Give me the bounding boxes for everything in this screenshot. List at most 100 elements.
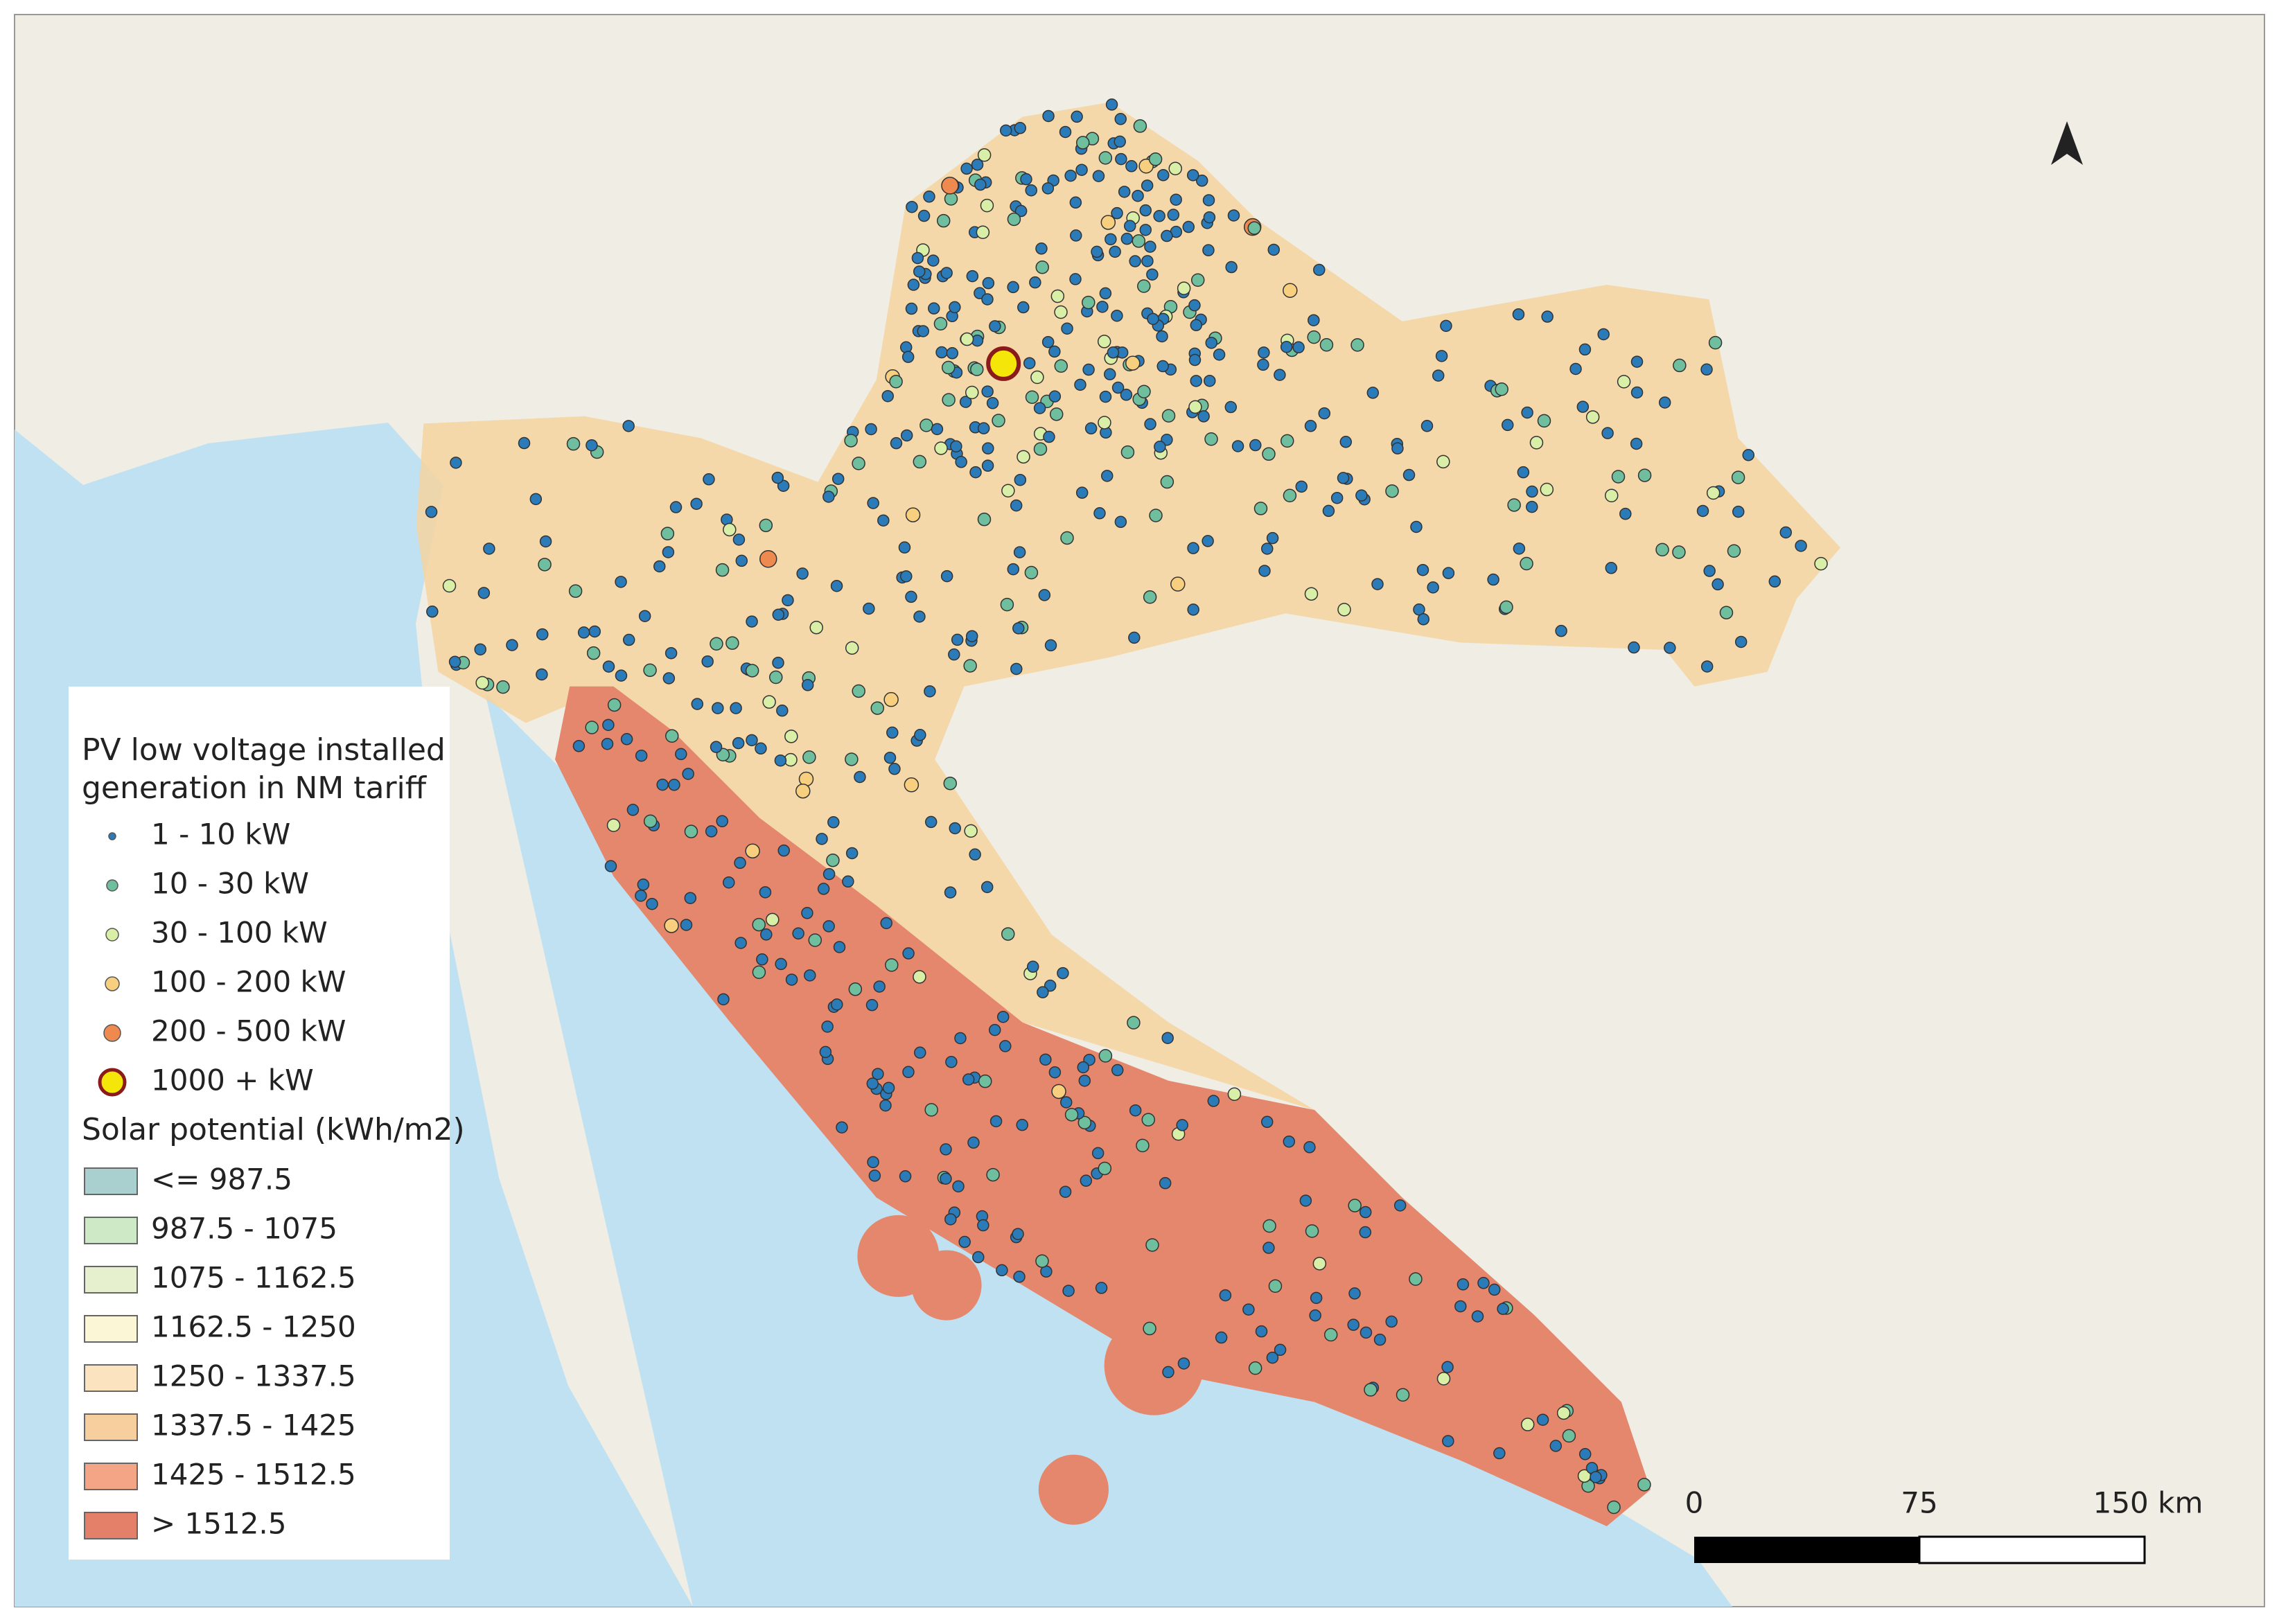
pv-point: [1137, 385, 1151, 399]
pv-point: [1093, 507, 1106, 520]
pv-point: [959, 396, 972, 408]
pv-point: [913, 970, 926, 984]
pv-point: [1247, 221, 1261, 235]
pv-point: [668, 779, 680, 791]
legend-label: <= 987.5: [151, 1163, 292, 1197]
pv-point: [981, 459, 994, 472]
pv-point: [1149, 509, 1163, 522]
pv-point: [1125, 160, 1138, 173]
pv-point: [880, 917, 892, 930]
pv-point: [1202, 194, 1215, 206]
pv-point: [1471, 1310, 1484, 1323]
legend-swatch: [84, 1364, 138, 1392]
pv-point: [1082, 363, 1095, 376]
pv-point: [1080, 1174, 1093, 1187]
pv-point: [863, 602, 875, 615]
pv-point: [972, 1251, 985, 1264]
pv-point: [1161, 229, 1173, 242]
pv-point: [949, 822, 961, 835]
pv-point: [1274, 369, 1286, 381]
pv-point: [1330, 491, 1344, 504]
pv-point: [854, 770, 866, 784]
pv-point: [1814, 556, 1828, 571]
pv-point: [1261, 542, 1274, 555]
legend-label: 1425 - 1512.5: [151, 1458, 356, 1492]
pv-point: [1520, 556, 1533, 571]
pv-point: [923, 191, 935, 203]
pv-point: [1111, 206, 1123, 220]
pv-point: [1225, 261, 1238, 274]
pv-point: [1477, 1277, 1490, 1289]
pv-point: [976, 225, 990, 239]
pv-point: [1630, 386, 1644, 399]
pv-point: [1074, 378, 1086, 391]
pv-point: [833, 941, 846, 953]
pv-point: [1207, 1095, 1220, 1107]
pv-point: [1436, 1372, 1451, 1386]
pv-point: [746, 615, 758, 628]
pv-point: [1033, 442, 1048, 456]
pv-point: [1219, 1289, 1232, 1302]
pv-point: [568, 584, 583, 598]
pv-point: [474, 643, 486, 656]
pv-point: [1137, 279, 1151, 293]
pv-point: [1734, 635, 1748, 648]
pv-point: [1091, 1147, 1105, 1160]
pv-point: [716, 815, 728, 828]
pv-point: [907, 279, 920, 291]
pv-point: [1114, 515, 1127, 529]
pv-point: [717, 993, 730, 1006]
pv-point: [1280, 434, 1294, 448]
pv-point: [886, 726, 899, 739]
pv-point: [586, 439, 598, 452]
pv-point: [762, 695, 776, 709]
pv-point: [1109, 245, 1121, 258]
pv-point: [529, 493, 543, 506]
pv-point: [1127, 1016, 1141, 1030]
pv-point: [725, 636, 739, 650]
pv-point: [866, 1077, 879, 1090]
pv-point: [539, 535, 552, 548]
pv-point: [660, 527, 675, 540]
pv-point: [1167, 209, 1180, 221]
pv-point: [936, 213, 951, 228]
pv-point: [989, 1115, 1003, 1128]
pv-point: [615, 576, 627, 588]
legend-title: Solar potential (kWh/m2): [82, 1112, 465, 1147]
pv-point: [1147, 312, 1159, 326]
pv-point: [1186, 169, 1199, 182]
pv-point: [745, 664, 759, 678]
pv-point: [1323, 1327, 1338, 1342]
pv-point: [1138, 158, 1154, 174]
pv-point: [898, 541, 911, 554]
pv-point: [1355, 489, 1368, 502]
pv-point: [1299, 1194, 1312, 1207]
pv-point: [1001, 484, 1015, 497]
pv-point: [1393, 1199, 1407, 1212]
pv-point: [1529, 436, 1544, 450]
pv-point: [1139, 204, 1152, 217]
pv-point: [1157, 169, 1170, 182]
pv-point: [796, 567, 809, 580]
pv-point: [759, 550, 777, 568]
pv-point: [1026, 960, 1039, 973]
pv-point: [966, 270, 979, 283]
pv-point: [475, 676, 489, 690]
pv-point: [940, 1172, 952, 1185]
legend-label: 1337.5 - 1425: [151, 1409, 356, 1442]
pv-point: [1628, 641, 1640, 654]
pv-point: [1197, 410, 1210, 423]
pv-point: [830, 579, 843, 592]
solar-zone-coast: [555, 686, 1651, 1526]
pv-point: [1442, 1435, 1454, 1447]
pv-point: [577, 626, 590, 639]
pv-point: [684, 824, 698, 838]
pv-point: [1308, 314, 1320, 326]
pv-point: [1014, 473, 1027, 486]
pv-point: [1488, 1283, 1501, 1296]
pv-point: [1313, 263, 1326, 276]
scale-label: 0: [1685, 1486, 1704, 1520]
pv-point: [1118, 186, 1131, 198]
pv-point: [980, 881, 994, 894]
